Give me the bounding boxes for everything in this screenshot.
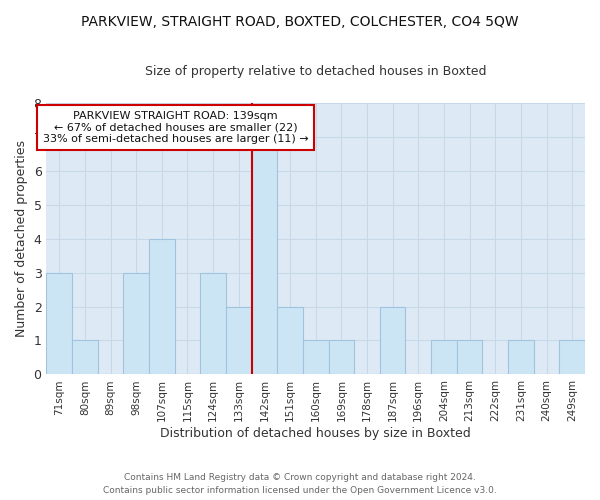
Bar bbox=[329, 340, 354, 374]
Text: PARKVIEW STRAIGHT ROAD: 139sqm
← 67% of detached houses are smaller (22)
33% of : PARKVIEW STRAIGHT ROAD: 139sqm ← 67% of … bbox=[43, 111, 308, 144]
Bar bbox=[431, 340, 457, 374]
Bar bbox=[380, 306, 406, 374]
X-axis label: Distribution of detached houses by size in Boxted: Distribution of detached houses by size … bbox=[160, 427, 471, 440]
Bar bbox=[303, 340, 329, 374]
Bar bbox=[559, 340, 585, 374]
Y-axis label: Number of detached properties: Number of detached properties bbox=[15, 140, 28, 337]
Bar bbox=[46, 272, 72, 374]
Bar bbox=[457, 340, 482, 374]
Bar bbox=[251, 136, 277, 374]
Bar bbox=[124, 272, 149, 374]
Bar bbox=[508, 340, 534, 374]
Bar bbox=[72, 340, 98, 374]
Title: Size of property relative to detached houses in Boxted: Size of property relative to detached ho… bbox=[145, 65, 487, 78]
Bar bbox=[149, 238, 175, 374]
Text: PARKVIEW, STRAIGHT ROAD, BOXTED, COLCHESTER, CO4 5QW: PARKVIEW, STRAIGHT ROAD, BOXTED, COLCHES… bbox=[81, 15, 519, 29]
Bar bbox=[200, 272, 226, 374]
Text: Contains HM Land Registry data © Crown copyright and database right 2024.
Contai: Contains HM Land Registry data © Crown c… bbox=[103, 473, 497, 495]
Bar bbox=[226, 306, 251, 374]
Bar bbox=[277, 306, 303, 374]
